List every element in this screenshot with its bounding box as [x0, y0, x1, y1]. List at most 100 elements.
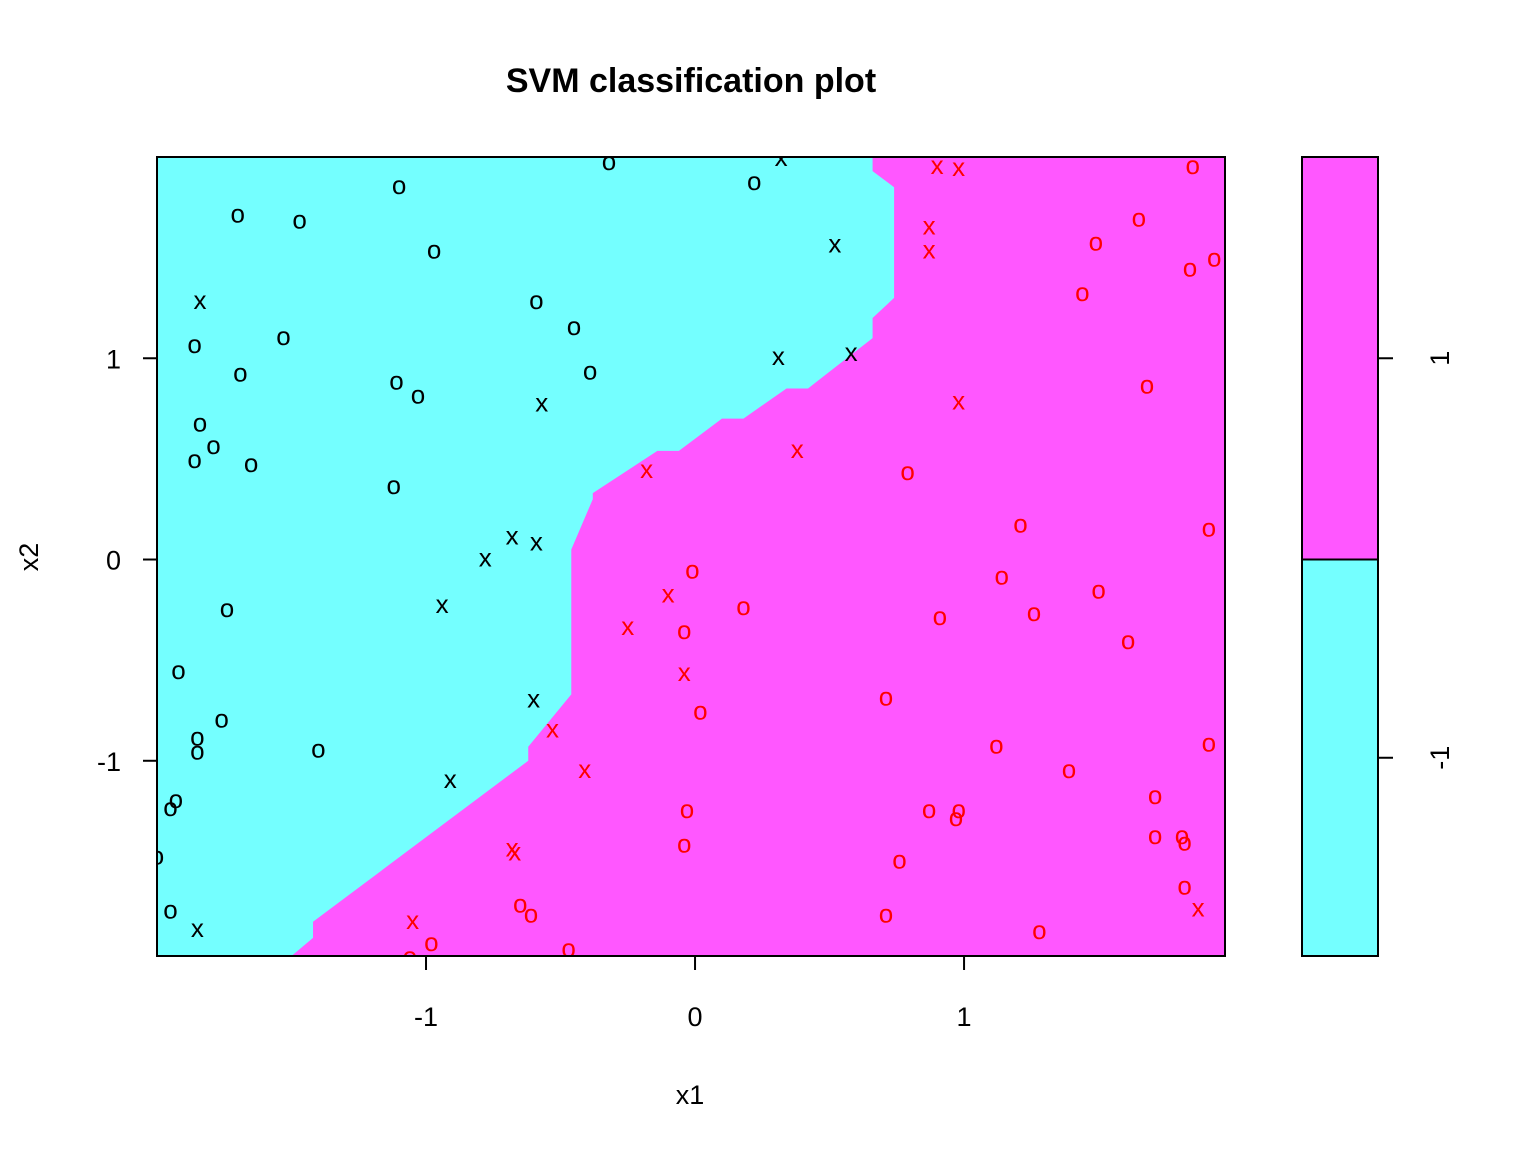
- data-point-x: x: [791, 434, 804, 464]
- data-point-o: o: [933, 601, 947, 631]
- data-point-o: o: [1183, 253, 1197, 283]
- data-point-o: o: [163, 895, 177, 925]
- data-point-x: x: [923, 210, 936, 240]
- x-tick-label: 0: [688, 1002, 703, 1032]
- data-point-o: o: [392, 170, 406, 200]
- data-point-o: o: [1185, 150, 1199, 180]
- data-point-o: o: [1089, 227, 1103, 257]
- data-point-o: o: [220, 593, 234, 623]
- data-point-o: o: [311, 734, 325, 764]
- data-point-o: o: [1075, 277, 1089, 307]
- data-point-x: x: [931, 150, 944, 180]
- data-point-x: x: [530, 526, 543, 556]
- data-point-o: o: [276, 321, 290, 351]
- data-point-o: o: [1140, 369, 1154, 399]
- data-point-x: x: [506, 832, 519, 862]
- data-point-o: o: [206, 430, 220, 460]
- legend-pos-band: [1302, 157, 1378, 560]
- x-tick-label: 1: [957, 1002, 972, 1032]
- data-point-x: x: [406, 905, 419, 935]
- data-point-x: x: [508, 836, 521, 866]
- data-point-x: x: [952, 152, 965, 182]
- legend-frame: [1301, 156, 1379, 957]
- legend-tick-label: -1: [1425, 746, 1455, 770]
- legend-tick-label: 1: [1425, 351, 1455, 366]
- data-point-o: o: [922, 794, 936, 824]
- data-point-x: x: [194, 285, 207, 315]
- data-point-x: x: [444, 764, 457, 794]
- data-point-x: x: [772, 341, 785, 371]
- data-point-o: o: [513, 889, 527, 919]
- data-point-o: o: [989, 730, 1003, 760]
- data-point-o: o: [951, 794, 965, 824]
- data-point-x: x: [535, 388, 548, 418]
- data-point-o: o: [233, 357, 247, 387]
- data-point-o: o: [892, 844, 906, 874]
- data-point-x: x: [506, 520, 519, 550]
- data-point-o: o: [424, 927, 438, 957]
- data-point-o: o: [677, 828, 691, 858]
- data-point-o: o: [403, 941, 417, 971]
- data-point-o: o: [685, 555, 699, 585]
- data-point-o: o: [994, 561, 1008, 591]
- data-point-o: o: [1121, 625, 1135, 655]
- y-tick-label: -1: [97, 747, 121, 777]
- data-point-o: o: [1202, 728, 1216, 758]
- data-point-x: x: [828, 229, 841, 259]
- data-point-x: x: [952, 386, 965, 416]
- data-point-o: o: [193, 408, 207, 438]
- data-point-x: x: [546, 714, 559, 744]
- data-point-x: x: [1192, 893, 1205, 923]
- data-point-x: x: [775, 142, 788, 172]
- data-point-o: o: [292, 204, 306, 234]
- data-point-o: o: [190, 736, 204, 766]
- data-point-o: o: [190, 722, 204, 752]
- data-point-o: o: [747, 166, 761, 196]
- data-point-o: o: [524, 899, 538, 929]
- data-point-o: o: [427, 235, 441, 265]
- data-point-o: o: [163, 792, 177, 822]
- data-point-o: o: [561, 933, 575, 963]
- data-point-x: x: [191, 913, 204, 943]
- legend-ticks: 1 -1: [1302, 351, 1455, 770]
- data-point-o: o: [1062, 754, 1076, 784]
- chart-title: SVM classification plot: [506, 62, 876, 100]
- data-point-x: x: [662, 579, 675, 609]
- data-point-x: x: [678, 657, 691, 687]
- data-point-x: x: [845, 337, 858, 367]
- y-tick-label: 0: [106, 546, 121, 576]
- data-point-o: o: [1177, 871, 1191, 901]
- data-point-o: o: [1202, 512, 1216, 542]
- data-point-o: o: [879, 681, 893, 711]
- data-point-o: o: [1013, 508, 1027, 538]
- data-point-o: o: [1032, 915, 1046, 945]
- x-tick-label: -1: [414, 1002, 438, 1032]
- data-point-o: o: [1177, 826, 1191, 856]
- data-point-x: x: [479, 543, 492, 573]
- data-point-o: o: [187, 444, 201, 474]
- data-point-o: o: [736, 591, 750, 621]
- data-point-x: x: [436, 589, 449, 619]
- data-point-x: x: [923, 235, 936, 265]
- data-point-x: x: [527, 683, 540, 713]
- data-point-o: o: [187, 329, 201, 359]
- data-point-o: o: [879, 899, 893, 929]
- data-point-x: x: [640, 454, 653, 484]
- y-axis: -1 0 1: [97, 344, 158, 777]
- data-point-x: x: [621, 611, 634, 641]
- data-point-o: o: [1148, 820, 1162, 850]
- data-point-o: o: [680, 794, 694, 824]
- data-point-o: o: [583, 355, 597, 385]
- data-point-x: x: [578, 754, 591, 784]
- data-point-o: o: [1175, 820, 1189, 850]
- data-point-o: o: [1148, 780, 1162, 810]
- data-point-o: o: [1027, 597, 1041, 627]
- data-point-o: o: [150, 840, 164, 870]
- data-point-o: o: [1132, 202, 1146, 232]
- data-point-o: o: [411, 379, 425, 409]
- x-axis: -1 0 1: [414, 955, 972, 1032]
- legend-neg-band: [1302, 559, 1378, 956]
